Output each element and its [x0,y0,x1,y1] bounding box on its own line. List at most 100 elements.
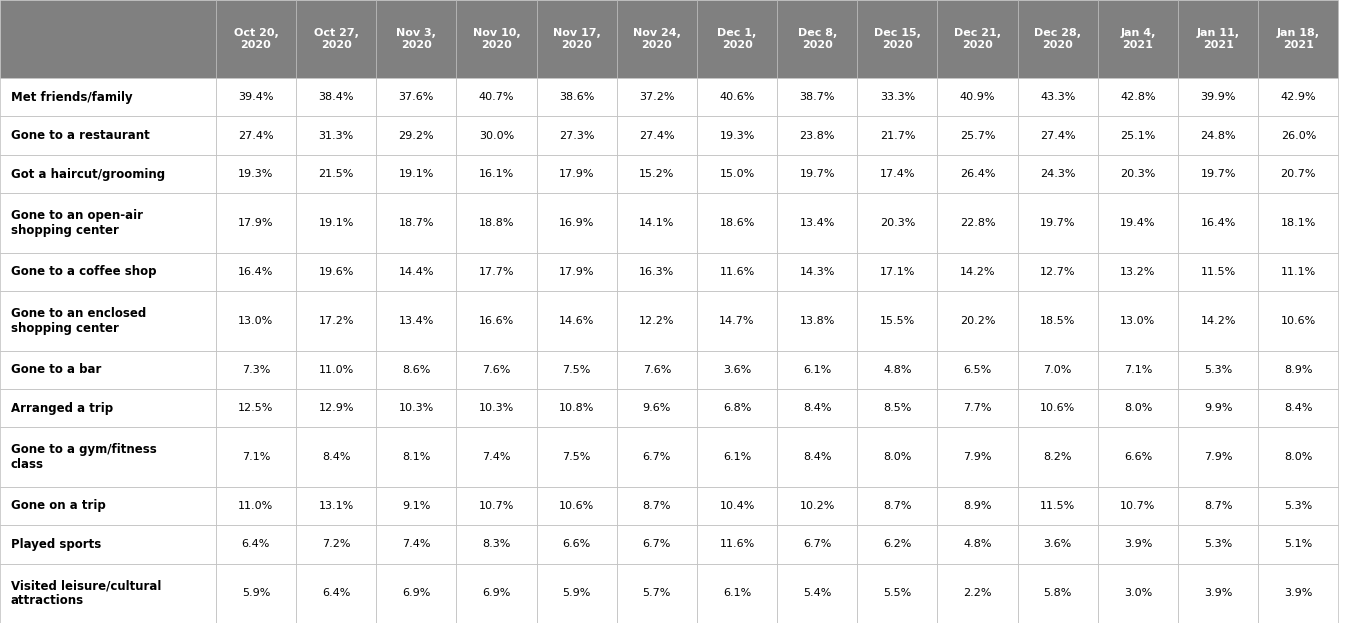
Bar [537,78,616,117]
Text: 18.1%: 18.1% [1281,218,1315,228]
Bar [216,351,296,389]
Bar [376,253,456,291]
Text: 27.4%: 27.4% [238,131,273,141]
Bar [1018,193,1098,253]
Bar [296,427,376,487]
Bar [697,117,777,155]
Bar [296,564,376,623]
Text: 14.3%: 14.3% [799,267,835,277]
Bar [858,0,937,78]
Bar [216,525,296,564]
Bar [296,193,376,253]
Text: 37.6%: 37.6% [399,92,434,102]
Bar [858,389,937,427]
Bar [216,564,296,623]
Bar [1098,155,1177,193]
Text: 14.2%: 14.2% [960,267,996,277]
Bar [1018,564,1098,623]
Bar [216,487,296,525]
Bar [858,155,937,193]
Text: 3.6%: 3.6% [723,364,751,374]
Text: 38.4%: 38.4% [318,92,354,102]
Text: 7.6%: 7.6% [642,364,671,374]
Bar [1258,78,1339,117]
Text: Nov 17,
2020: Nov 17, 2020 [553,28,601,50]
Bar [296,78,376,117]
Text: 19.3%: 19.3% [238,169,273,179]
Bar [697,351,777,389]
Text: 12.9%: 12.9% [318,403,354,413]
Text: 13.0%: 13.0% [238,316,273,326]
Text: 10.6%: 10.6% [1040,403,1075,413]
Bar [1018,351,1098,389]
Text: 6.2%: 6.2% [884,540,911,549]
Bar [616,291,697,351]
Bar [216,0,296,78]
Bar [456,291,537,351]
Bar [777,155,858,193]
Bar [1258,525,1339,564]
Bar [777,193,858,253]
Text: 16.3%: 16.3% [639,267,675,277]
Bar [376,487,456,525]
Bar [777,487,858,525]
Text: Gone to a gym/fitness
class: Gone to a gym/fitness class [11,443,157,471]
Text: 30.0%: 30.0% [479,131,514,141]
Bar [777,351,858,389]
Text: 8.7%: 8.7% [884,501,911,511]
Text: 7.3%: 7.3% [242,364,270,374]
Bar [1018,427,1098,487]
Bar [537,155,616,193]
Text: 20.3%: 20.3% [1120,169,1156,179]
Text: 16.4%: 16.4% [238,267,273,277]
Bar [777,427,858,487]
Bar [1018,487,1098,525]
Bar [456,0,537,78]
Bar [296,253,376,291]
Text: 6.7%: 6.7% [642,452,671,462]
Text: 22.8%: 22.8% [960,218,996,228]
Text: 10.8%: 10.8% [559,403,594,413]
Text: 8.0%: 8.0% [1124,403,1152,413]
Bar [1258,117,1339,155]
Text: Dec 21,
2020: Dec 21, 2020 [953,28,1001,50]
Text: 17.9%: 17.9% [559,169,594,179]
Text: 13.0%: 13.0% [1120,316,1156,326]
Bar [1098,193,1177,253]
Text: 7.1%: 7.1% [242,452,270,462]
Text: Oct 27,
2020: Oct 27, 2020 [314,28,358,50]
Bar [296,525,376,564]
Bar [616,351,697,389]
Bar [616,525,697,564]
Text: Played sports: Played sports [11,538,101,551]
Text: 24.8%: 24.8% [1201,131,1236,141]
Text: 13.2%: 13.2% [1120,267,1156,277]
Text: 20.3%: 20.3% [880,218,915,228]
Bar [1098,117,1177,155]
Bar [697,193,777,253]
Bar [858,78,937,117]
Text: 26.4%: 26.4% [960,169,996,179]
Text: 13.8%: 13.8% [799,316,835,326]
Text: Gone to an enclosed
shopping center: Gone to an enclosed shopping center [11,307,146,335]
Text: 11.5%: 11.5% [1040,501,1075,511]
Bar [216,117,296,155]
Text: 8.3%: 8.3% [482,540,511,549]
Text: Arranged a trip: Arranged a trip [11,402,113,415]
Text: Visited leisure/cultural
attractions: Visited leisure/cultural attractions [11,579,161,607]
Bar [937,253,1018,291]
Text: 16.6%: 16.6% [479,316,514,326]
Bar [376,155,456,193]
Text: 40.9%: 40.9% [960,92,996,102]
Bar [216,78,296,117]
Text: 14.4%: 14.4% [399,267,434,277]
Bar [456,487,537,525]
Text: 6.9%: 6.9% [402,588,430,598]
Bar [777,525,858,564]
Text: 2.2%: 2.2% [963,588,992,598]
Bar [0,193,216,253]
Text: 42.9%: 42.9% [1280,92,1315,102]
Text: 6.1%: 6.1% [723,588,751,598]
Bar [1098,427,1177,487]
Bar [937,351,1018,389]
